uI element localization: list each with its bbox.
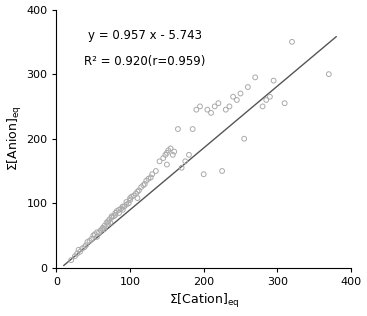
Point	[105, 219, 111, 224]
Point	[90, 233, 96, 238]
Point	[164, 162, 170, 167]
Point	[230, 94, 236, 99]
Point	[98, 228, 103, 233]
Point	[153, 168, 159, 173]
Point	[219, 168, 225, 173]
Point	[101, 227, 107, 232]
Point	[142, 181, 148, 186]
Point	[120, 207, 126, 212]
Point	[72, 254, 78, 259]
Point	[133, 191, 139, 196]
Point	[263, 97, 269, 102]
Point	[289, 39, 295, 44]
Point	[245, 84, 251, 89]
Point	[215, 101, 221, 106]
Point	[99, 227, 105, 232]
Point	[223, 107, 229, 112]
Point	[212, 104, 218, 109]
Point	[87, 238, 92, 243]
Point	[116, 210, 122, 216]
Point	[94, 230, 100, 235]
Point	[128, 194, 134, 199]
Point	[103, 220, 109, 225]
Point	[100, 225, 106, 230]
Point	[175, 126, 181, 131]
Point	[190, 126, 196, 131]
Point	[96, 230, 102, 235]
Point	[168, 146, 174, 151]
Point	[107, 220, 113, 225]
Point	[241, 136, 247, 141]
X-axis label: Σ[Cation]$_\mathrm{eq}$: Σ[Cation]$_\mathrm{eq}$	[168, 292, 239, 310]
Point	[84, 240, 90, 245]
Point	[74, 251, 80, 256]
Point	[123, 199, 129, 204]
Point	[138, 185, 144, 190]
Point	[182, 159, 188, 164]
Point	[234, 97, 240, 102]
Point	[127, 198, 133, 203]
Point	[201, 172, 207, 177]
Point	[160, 155, 166, 161]
Point	[282, 101, 288, 106]
Point	[89, 236, 95, 241]
Point	[135, 196, 141, 201]
Point	[193, 107, 199, 112]
Point	[106, 217, 112, 222]
Point	[126, 201, 131, 206]
Point	[141, 183, 146, 188]
Point	[163, 152, 168, 157]
Text: y = 0.957 x - 5.743: y = 0.957 x - 5.743	[88, 29, 202, 42]
Point	[271, 78, 277, 83]
Point	[109, 214, 115, 219]
Point	[252, 75, 258, 80]
Point	[143, 178, 149, 183]
Point	[68, 258, 74, 263]
Point	[92, 232, 98, 237]
Point	[204, 107, 210, 112]
Point	[81, 245, 87, 250]
Point	[127, 196, 133, 201]
Point	[259, 104, 265, 109]
Point	[101, 223, 107, 228]
Point	[267, 94, 273, 99]
Point	[157, 159, 163, 164]
Point	[77, 249, 83, 254]
Point	[131, 193, 137, 198]
Y-axis label: Σ[Anion]$_\mathrm{eq}$: Σ[Anion]$_\mathrm{eq}$	[6, 106, 23, 172]
Point	[83, 243, 89, 248]
Point	[121, 204, 127, 209]
Point	[170, 152, 176, 157]
Point	[237, 91, 243, 96]
Point	[164, 150, 170, 155]
Point	[136, 188, 142, 193]
Point	[111, 214, 117, 219]
Point	[94, 234, 100, 240]
Point	[76, 247, 81, 252]
Point	[109, 215, 115, 220]
Point	[208, 110, 214, 115]
Point	[118, 206, 124, 211]
Point	[166, 148, 171, 153]
Point	[112, 210, 118, 216]
Point	[171, 149, 177, 154]
Point	[179, 165, 185, 170]
Point	[112, 212, 118, 217]
Point	[79, 246, 85, 251]
Point	[114, 209, 120, 214]
Point	[105, 222, 111, 227]
Point	[226, 104, 232, 109]
Text: R² = 0.920(r=0.959): R² = 0.920(r=0.959)	[84, 55, 206, 68]
Point	[116, 207, 122, 212]
Point	[120, 204, 126, 209]
Point	[148, 175, 154, 180]
Point	[135, 189, 141, 194]
Point	[186, 152, 192, 157]
Point	[146, 176, 152, 181]
Point	[197, 104, 203, 109]
Point	[123, 202, 129, 207]
Point	[326, 72, 332, 77]
Point	[149, 172, 155, 177]
